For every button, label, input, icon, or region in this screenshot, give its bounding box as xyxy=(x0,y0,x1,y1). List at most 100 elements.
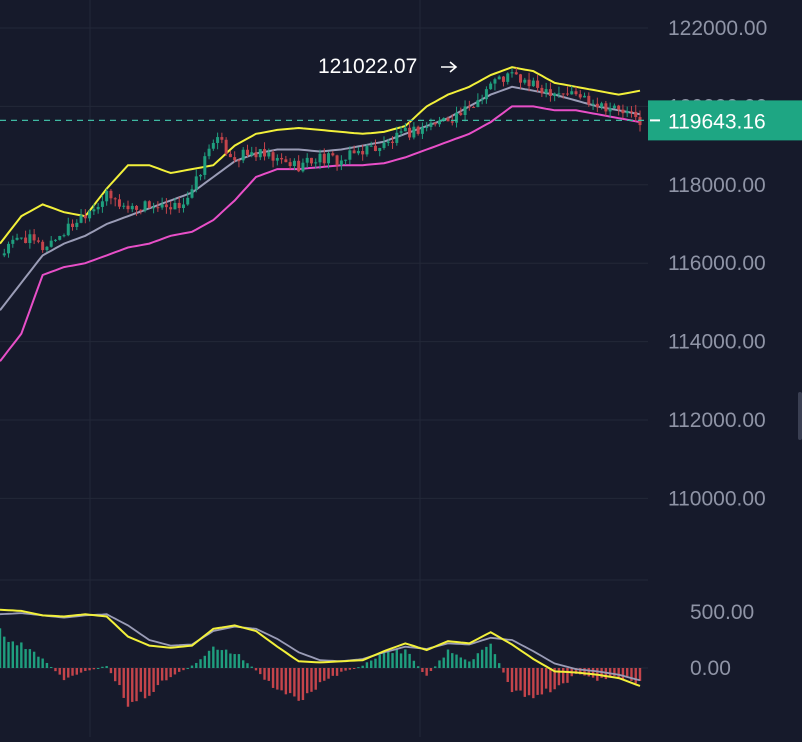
candle-body xyxy=(228,153,232,158)
macd-histogram-bar xyxy=(220,650,224,668)
macd-histogram-bar xyxy=(352,668,356,669)
candle-body xyxy=(472,106,476,108)
candle-body xyxy=(66,223,70,236)
macd-axis-tick: 500.00 xyxy=(690,601,754,624)
candle-body xyxy=(501,76,505,82)
macd-histogram-bar xyxy=(186,668,189,669)
candle-body xyxy=(194,176,198,190)
macd-histogram-bar xyxy=(562,668,565,684)
candle-body xyxy=(365,146,369,155)
macd-histogram-bar xyxy=(421,668,424,673)
candle-body xyxy=(113,198,117,200)
candle-body xyxy=(595,103,599,108)
macd-histogram-bar xyxy=(374,658,377,668)
candle-body xyxy=(553,93,557,96)
candle-body xyxy=(629,111,633,113)
candle-body xyxy=(164,204,168,208)
macd-histogram-bar xyxy=(459,657,462,668)
macd-histogram-bar xyxy=(178,668,181,672)
candle-body xyxy=(322,153,326,164)
candle-body xyxy=(395,132,399,143)
candle-body xyxy=(263,149,267,157)
macd-histogram-bar xyxy=(574,668,578,674)
candle-body xyxy=(382,142,386,148)
macd-histogram-bar xyxy=(365,662,369,668)
macd-histogram-bar xyxy=(75,668,78,675)
macd-histogram xyxy=(0,628,642,707)
price-axis-tick: 114000.00 xyxy=(668,331,766,354)
macd-histogram-bar xyxy=(199,659,202,668)
macd-histogram-bar xyxy=(314,668,317,690)
scroll-handle[interactable] xyxy=(798,392,802,440)
macd-histogram-bar xyxy=(0,628,2,668)
macd-histogram-bar xyxy=(463,659,467,668)
candle-body xyxy=(224,139,228,154)
candle-body xyxy=(199,174,203,177)
candle-body xyxy=(147,201,151,208)
candle-body xyxy=(169,207,173,210)
macd-histogram-bar xyxy=(301,668,305,701)
candle-body xyxy=(19,237,23,239)
candle-body xyxy=(216,137,220,143)
candle-body xyxy=(531,80,535,87)
macd-histogram-bar xyxy=(152,668,155,692)
price-axis-tick: 110000.00 xyxy=(668,487,766,510)
macd-histogram-bar xyxy=(306,668,309,694)
candle-body xyxy=(527,79,531,87)
macd-histogram-bar xyxy=(148,668,151,696)
macd-histogram-bar xyxy=(271,668,275,688)
candle-body xyxy=(62,235,66,237)
macd-histogram-bar xyxy=(468,661,471,668)
candle-body xyxy=(79,215,83,223)
candle-body xyxy=(433,122,437,125)
candle-body xyxy=(587,95,591,105)
macd-histogram-bar xyxy=(195,662,198,668)
macd-histogram-bar xyxy=(327,668,330,679)
candle-body xyxy=(92,209,96,212)
candle-body xyxy=(467,106,471,108)
candle-body xyxy=(335,155,339,166)
candle-body xyxy=(356,150,360,154)
macd-histogram-bar xyxy=(532,668,535,699)
candle-body xyxy=(442,118,446,121)
candle-body xyxy=(45,246,49,251)
macd-histogram-bar xyxy=(493,654,497,668)
candle-body xyxy=(548,89,552,96)
candle-body xyxy=(130,205,134,210)
candle-body xyxy=(173,202,177,210)
macd-histogram-bar xyxy=(340,668,343,672)
candle-body xyxy=(105,190,109,202)
macd-histogram-bar xyxy=(114,668,117,682)
macd-histogram-bar xyxy=(88,668,91,671)
macd-histogram-bar xyxy=(318,668,322,683)
macd-histogram-bar xyxy=(600,668,603,678)
macd-histogram-bar xyxy=(156,668,160,686)
macd-histogram-bar xyxy=(131,668,134,702)
macd-histogram-bar xyxy=(335,668,339,676)
macd-line xyxy=(0,608,641,687)
macd-histogram-bar xyxy=(165,668,168,681)
candle-body xyxy=(11,239,15,244)
price-axis-tick: 116000.00 xyxy=(668,252,766,275)
candle-body xyxy=(480,99,484,101)
candle-body xyxy=(75,222,79,227)
candle-body xyxy=(71,223,75,227)
macd-histogram-bar xyxy=(297,668,300,701)
macd-histogram-bar xyxy=(3,636,6,668)
high-price-label: 121022.07 xyxy=(318,55,417,78)
macd-histogram-bar xyxy=(489,643,492,668)
candle-body xyxy=(96,206,100,210)
candle-body xyxy=(437,120,441,125)
macd-histogram-bar xyxy=(502,668,505,673)
macd-histogram-bar xyxy=(523,668,526,697)
candle-body xyxy=(416,126,420,134)
candle-body xyxy=(536,80,540,88)
candle-body xyxy=(361,150,365,155)
macd-histogram-bar xyxy=(267,668,270,681)
candle-body xyxy=(369,145,373,147)
macd-histogram-bar xyxy=(96,668,100,669)
macd-histogram-bar xyxy=(399,653,403,668)
candle-body xyxy=(608,108,612,112)
